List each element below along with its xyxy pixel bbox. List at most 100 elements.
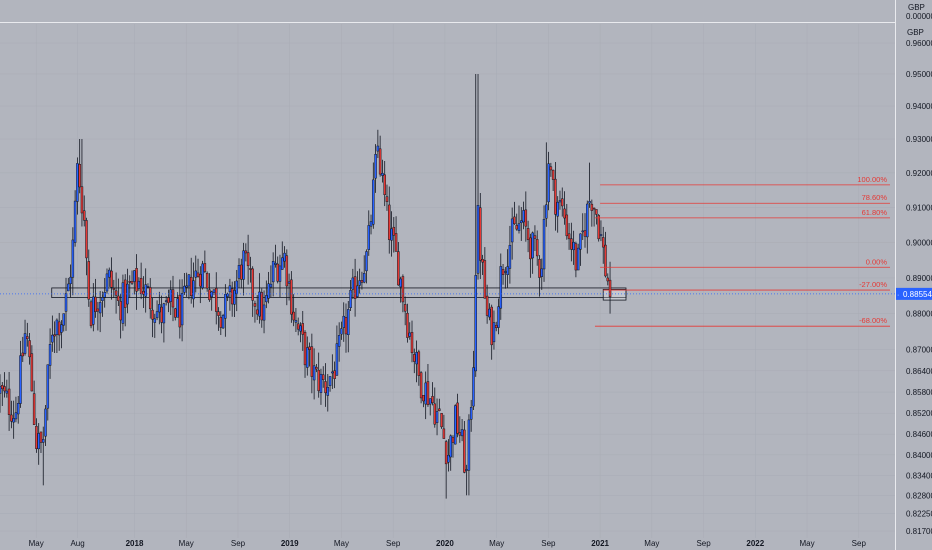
- candle-up[interactable]: [5, 390, 9, 394]
- candle-up[interactable]: [0, 386, 2, 394]
- candle-down[interactable]: [35, 425, 38, 449]
- candle-up[interactable]: [283, 252, 286, 262]
- candle-down[interactable]: [494, 325, 498, 328]
- candle-down[interactable]: [32, 393, 36, 425]
- candle-down[interactable]: [94, 296, 97, 312]
- candle-down[interactable]: [565, 214, 569, 237]
- candle-down[interactable]: [385, 196, 389, 202]
- candle-down[interactable]: [135, 268, 138, 292]
- candle-down[interactable]: [139, 278, 143, 295]
- candle-up[interactable]: [265, 295, 268, 303]
- candle-down[interactable]: [110, 270, 113, 288]
- candle-up[interactable]: [476, 205, 480, 274]
- candle-down[interactable]: [604, 244, 607, 277]
- candle-down[interactable]: [513, 216, 516, 225]
- candle-down[interactable]: [199, 273, 202, 287]
- candle-down[interactable]: [244, 250, 248, 254]
- candle-up[interactable]: [531, 232, 534, 259]
- candle-up[interactable]: [356, 285, 359, 297]
- candle-up[interactable]: [499, 266, 503, 309]
- candle-down[interactable]: [574, 243, 578, 271]
- candle-down[interactable]: [128, 281, 131, 283]
- candle-up[interactable]: [242, 250, 245, 280]
- candle-down[interactable]: [82, 210, 86, 221]
- candle-up[interactable]: [340, 328, 343, 335]
- candle-up[interactable]: [522, 210, 525, 223]
- candle-up[interactable]: [299, 325, 302, 332]
- candle-up[interactable]: [269, 283, 273, 288]
- candle-down[interactable]: [10, 414, 13, 422]
- candle-up[interactable]: [41, 439, 45, 443]
- candle-up[interactable]: [328, 376, 332, 386]
- candle-down[interactable]: [529, 237, 532, 260]
- candle-up[interactable]: [472, 367, 475, 407]
- candle-down[interactable]: [321, 374, 325, 380]
- candle-down[interactable]: [3, 386, 6, 392]
- candle-down[interactable]: [567, 233, 571, 240]
- candle-up[interactable]: [233, 290, 236, 305]
- candle-up[interactable]: [576, 247, 580, 271]
- candle-down[interactable]: [324, 381, 327, 394]
- candle-up[interactable]: [235, 280, 238, 295]
- candle-up[interactable]: [73, 200, 77, 243]
- candle-up[interactable]: [201, 263, 204, 289]
- candle-down[interactable]: [458, 432, 462, 436]
- candle-up[interactable]: [76, 163, 79, 202]
- candle-up[interactable]: [37, 433, 40, 450]
- candle-up[interactable]: [449, 435, 452, 458]
- candle-down[interactable]: [410, 332, 414, 354]
- candle-up[interactable]: [294, 320, 298, 323]
- candle-down[interactable]: [426, 381, 430, 405]
- candle-up[interactable]: [351, 277, 355, 290]
- candle-down[interactable]: [249, 268, 252, 270]
- candle-up[interactable]: [155, 311, 159, 319]
- candle-down[interactable]: [403, 304, 407, 312]
- candle-down[interactable]: [442, 428, 446, 439]
- candle-down[interactable]: [85, 220, 88, 259]
- candle-down[interactable]: [606, 277, 610, 282]
- candle-down[interactable]: [601, 237, 605, 248]
- candle-up[interactable]: [19, 355, 22, 404]
- highlight-box[interactable]: [602, 288, 627, 301]
- candle-up[interactable]: [105, 273, 109, 292]
- candle-up[interactable]: [347, 309, 350, 335]
- candle-up[interactable]: [212, 289, 216, 293]
- candle-down[interactable]: [57, 321, 61, 336]
- candle-up[interactable]: [428, 398, 432, 405]
- candle-down[interactable]: [413, 354, 416, 362]
- support-resistance-zone[interactable]: [51, 287, 627, 301]
- candle-down[interactable]: [160, 306, 163, 323]
- candle-down[interactable]: [463, 429, 466, 473]
- candle-down[interactable]: [251, 268, 254, 301]
- candle-up[interactable]: [342, 315, 345, 328]
- candle-up[interactable]: [162, 303, 166, 324]
- candle-down[interactable]: [80, 186, 84, 214]
- candles[interactable]: [0, 73, 612, 499]
- candle-up[interactable]: [319, 373, 323, 393]
- candle-down[interactable]: [178, 294, 182, 328]
- candle-up[interactable]: [369, 221, 373, 227]
- candle-up[interactable]: [180, 293, 184, 326]
- candle-down[interactable]: [296, 323, 300, 330]
- candle-up[interactable]: [399, 278, 402, 288]
- candle-down[interactable]: [301, 323, 304, 335]
- candle-down[interactable]: [560, 198, 564, 207]
- candle-down[interactable]: [353, 276, 357, 299]
- candle-up[interactable]: [258, 291, 261, 317]
- candle-up[interactable]: [520, 220, 523, 224]
- candle-up[interactable]: [262, 304, 266, 321]
- candle-up[interactable]: [517, 223, 521, 231]
- candle-up[interactable]: [358, 280, 361, 286]
- candle-up[interactable]: [362, 273, 366, 283]
- candle-up[interactable]: [183, 285, 186, 293]
- candle-up[interactable]: [469, 407, 473, 420]
- candle-up[interactable]: [335, 343, 339, 376]
- candle-up[interactable]: [540, 268, 544, 277]
- candle-up[interactable]: [365, 251, 368, 272]
- candle-down[interactable]: [501, 269, 505, 275]
- candle-down[interactable]: [419, 372, 423, 399]
- candle-down[interactable]: [551, 169, 555, 180]
- candle-up[interactable]: [460, 429, 464, 437]
